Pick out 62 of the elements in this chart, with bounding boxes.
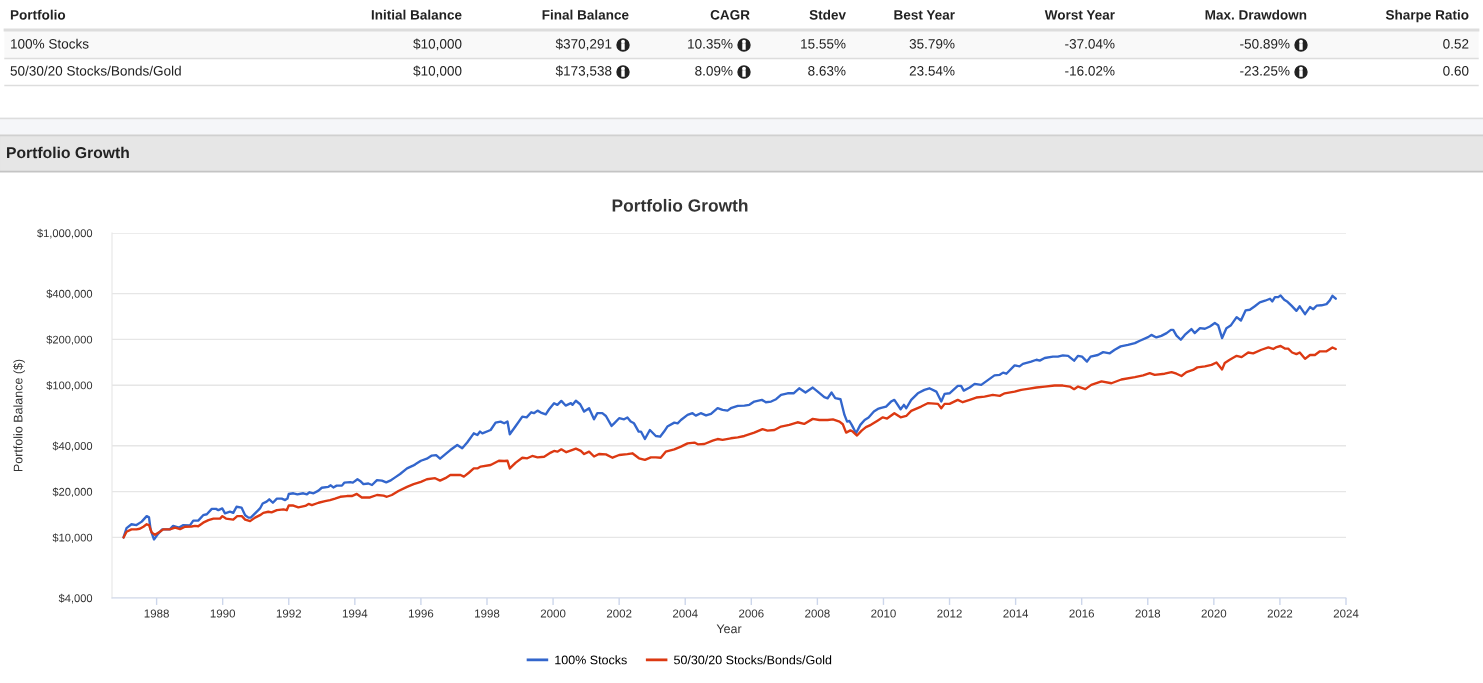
text: 23.54%: [909, 66, 955, 76]
line-series: [122, 294, 1337, 541]
chart-title: Portfolio Growth: [612, 198, 748, 212]
text: -16.02%: [1065, 66, 1115, 76]
text: 35.79%: [909, 39, 955, 49]
category-label: Initial Balance: [371, 9, 462, 20]
category-label: CAGR: [710, 10, 750, 20]
text: 8.09%: [695, 66, 733, 76]
text: -23.25%: [1240, 66, 1290, 76]
legend-label: 100% Stocks: [555, 655, 627, 665]
text: -50.89%: [1240, 39, 1290, 49]
text: 15.55%: [801, 39, 846, 49]
x-tick-label: 2000: [540, 609, 566, 618]
x-tick-label: 2018: [1135, 609, 1161, 618]
x-tick-label: 2010: [871, 609, 896, 618]
line-series: [122, 344, 1337, 539]
x-tick-label: 1994: [342, 609, 368, 618]
text: 0.60: [1443, 66, 1469, 76]
y-tick-label: $200,000: [46, 335, 93, 345]
x-tick-label: 2012: [937, 609, 962, 618]
x-tick-label: 2002: [606, 609, 632, 618]
y-axis-title: Portfolio Balance ($): [13, 359, 25, 472]
x-axis-title: Year: [716, 624, 742, 634]
category-label: Stdev: [809, 9, 846, 20]
x-tick-label: 2022: [1267, 609, 1293, 618]
category-label: Worst Year: [1044, 10, 1115, 20]
x-tick-label: 1992: [276, 609, 301, 618]
y-tick-label: $4,000: [58, 593, 93, 604]
y-tick-label: $40,000: [52, 441, 93, 452]
category-label: 100% Stocks: [11, 38, 89, 49]
x-tick-label: 1990: [210, 609, 236, 618]
x-tick-label: 1988: [144, 609, 169, 618]
text: Portfolio Growth: [7, 146, 129, 159]
text: $173,538: [555, 65, 612, 78]
y-tick-label: $400,000: [46, 289, 93, 300]
y-tick-label: $20,000: [52, 487, 93, 498]
category-label: 50/30/20 Stocks/Bonds/Gold: [10, 65, 181, 76]
x-tick-label: 2016: [1069, 609, 1095, 618]
text: 10.35%: [688, 39, 733, 49]
x-tick-label: 2008: [805, 609, 830, 618]
category-label: Max. Drawdown: [1205, 9, 1307, 20]
x-tick-label: 1996: [408, 609, 434, 618]
legend-label: 50/30/20 Stocks/Bonds/Gold: [674, 655, 832, 665]
category-label: Best Year: [894, 10, 955, 20]
category-label: Sharpe Ratio: [1385, 9, 1469, 23]
x-tick-label: 2020: [1201, 609, 1227, 618]
x-tick-label: 1998: [475, 609, 500, 618]
y-tick-label: $100,000: [46, 381, 93, 391]
text: -37.04%: [1065, 39, 1115, 49]
y-tick-label: $1,000,000: [37, 228, 93, 239]
text: 0.52: [1443, 39, 1469, 49]
text: $10,000: [413, 38, 462, 51]
text: $10,000: [413, 65, 462, 78]
x-tick-label: 2024: [1333, 609, 1359, 618]
x-tick-label: 2004: [672, 609, 698, 618]
x-tick-label: 2014: [1003, 609, 1029, 618]
text: 8.63%: [808, 66, 846, 76]
category-label: Final Balance: [542, 9, 629, 20]
x-tick-label: 2006: [739, 609, 764, 618]
y-tick-label: $10,000: [52, 533, 93, 543]
category-label: Portfolio: [10, 9, 66, 20]
text: $370,291: [555, 38, 612, 51]
